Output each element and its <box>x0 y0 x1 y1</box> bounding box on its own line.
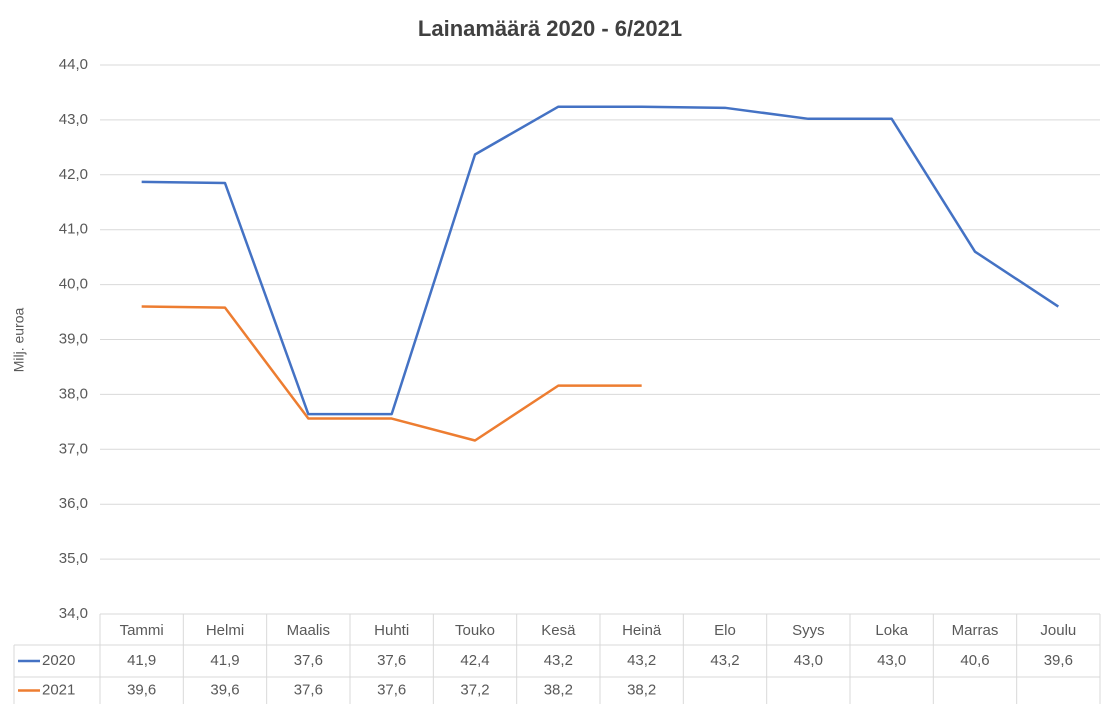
y-tick-label: 39,0 <box>59 330 88 347</box>
legend-label: 2021 <box>42 681 75 698</box>
table-value: 43,0 <box>877 652 906 669</box>
x-tick-label: Syys <box>792 622 825 639</box>
x-tick-label: Helmi <box>206 622 244 639</box>
table-value: 41,9 <box>210 652 239 669</box>
legend-label: 2020 <box>42 652 75 669</box>
chart-title: Lainamäärä 2020 - 6/2021 <box>418 16 682 41</box>
table-value: 38,2 <box>627 681 656 698</box>
y-tick-label: 44,0 <box>59 56 88 73</box>
y-tick-label: 35,0 <box>59 550 88 567</box>
x-tick-label: Loka <box>875 622 908 639</box>
table-value: 42,4 <box>460 652 489 669</box>
table-value: 43,2 <box>544 652 573 669</box>
x-tick-label: Touko <box>455 622 495 639</box>
y-tick-label: 41,0 <box>59 221 88 238</box>
y-tick-label: 36,0 <box>59 495 88 512</box>
y-tick-label: 40,0 <box>59 276 88 293</box>
table-value: 38,2 <box>544 681 573 698</box>
y-tick-label: 42,0 <box>59 166 88 183</box>
table-value: 37,6 <box>377 652 406 669</box>
table-value: 39,6 <box>127 681 156 698</box>
x-tick-label: Huhti <box>374 622 409 639</box>
table-value: 43,2 <box>710 652 739 669</box>
table-value: 43,0 <box>794 652 823 669</box>
y-tick-label: 37,0 <box>59 440 88 457</box>
table-value: 37,2 <box>460 681 489 698</box>
y-tick-label: 38,0 <box>59 385 88 402</box>
series-line <box>141 305 642 442</box>
x-tick-label: Heinä <box>622 622 662 639</box>
table-value: 37,6 <box>294 681 323 698</box>
y-axis-label: Milj. euroa <box>11 308 27 373</box>
table-value: 39,6 <box>210 681 239 698</box>
x-tick-label: Elo <box>714 622 736 639</box>
y-tick-label: 43,0 <box>59 111 88 128</box>
x-tick-label: Marras <box>952 622 999 639</box>
table-value: 37,6 <box>377 681 406 698</box>
x-tick-label: Maalis <box>287 622 330 639</box>
table-value: 41,9 <box>127 652 156 669</box>
table-value: 37,6 <box>294 652 323 669</box>
table-value: 40,6 <box>960 652 989 669</box>
table-value: 43,2 <box>627 652 656 669</box>
series-line <box>141 105 1060 416</box>
x-tick-label: Joulu <box>1040 622 1076 639</box>
x-tick-label: Kesä <box>541 622 576 639</box>
x-tick-label: Tammi <box>120 622 164 639</box>
y-tick-label: 34,0 <box>59 605 88 622</box>
table-value: 39,6 <box>1044 652 1073 669</box>
